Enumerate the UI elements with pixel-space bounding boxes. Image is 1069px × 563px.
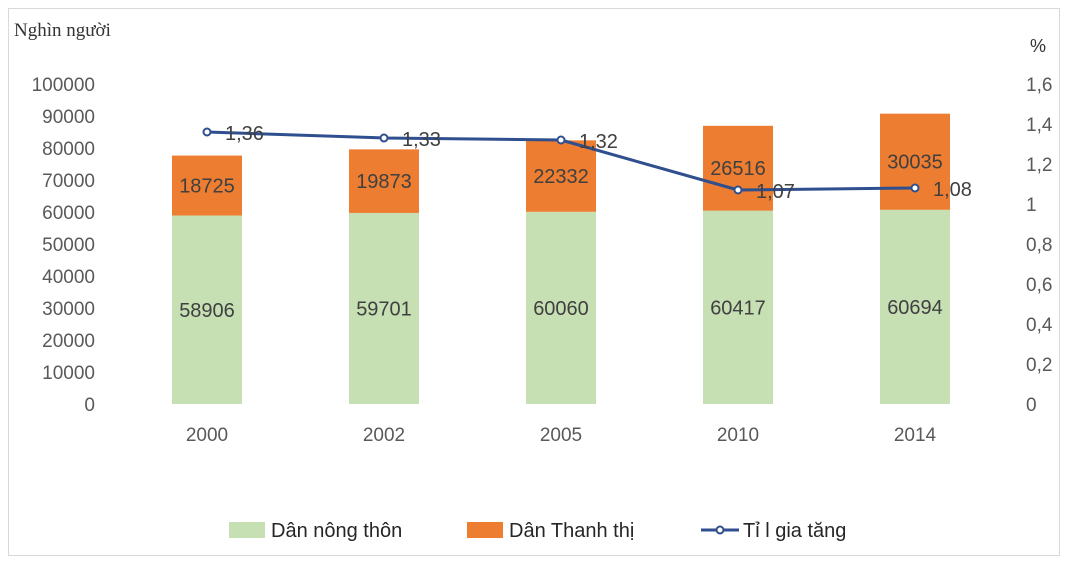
growth-rate-label: 1,36 [225, 123, 264, 145]
bar-label-rural: 60060 [533, 298, 589, 320]
bar-label-rural: 59701 [356, 298, 412, 320]
right-axis-unit-label: % [1030, 36, 1046, 56]
x-axis-tick-label: 2014 [894, 425, 937, 446]
bar-urban [349, 149, 419, 213]
left-axis-tick-label: 20000 [42, 331, 95, 352]
right-axis-tick-label: 0,4 [1026, 315, 1053, 336]
bar-urban [172, 155, 242, 216]
bar-rural [880, 209, 950, 404]
bar-rural [349, 212, 419, 404]
bar-urban [880, 113, 950, 210]
growth-rate-label: 1,08 [933, 179, 972, 201]
bar-label-rural: 60417 [710, 297, 766, 319]
bar-rural [172, 215, 242, 404]
legend-label: Dân nông thôn [271, 520, 402, 542]
x-axis-ticks: 2000 2002 2005 2010 2014 [186, 425, 937, 446]
growth-rate-point [733, 185, 743, 195]
right-axis-ticks: 0 0,2 0,4 0,6 0,8 1 1,2 1,4 1,6 [1026, 75, 1053, 416]
bar-label-urban: 22332 [533, 166, 589, 188]
left-axis-tick-label: 60000 [42, 203, 95, 224]
legend-line-marker [715, 525, 725, 535]
growth-rate-label: 1,32 [579, 131, 618, 153]
legend-label: Tỉ l gia tăng [743, 520, 846, 542]
left-axis-tick-label: 100000 [32, 75, 95, 96]
right-axis-tick-label: 0 [1026, 395, 1037, 416]
x-axis-tick-label: 2000 [186, 425, 228, 446]
left-axis-tick-label: 40000 [42, 267, 95, 288]
legend-label: Dân Thanh thị [509, 520, 634, 542]
growth-rate-label: 1,07 [756, 181, 795, 203]
left-axis-tick-label: 30000 [42, 299, 95, 320]
bar-labels: 58906 18725 59701 19873 60060 22332 60417 26516… [179, 152, 943, 322]
growth-rate-point [910, 183, 920, 193]
right-axis-tick-label: 0,2 [1026, 355, 1052, 376]
bar-rural [526, 211, 596, 404]
x-axis-tick-label: 2002 [363, 425, 405, 446]
growth-rate-point [202, 127, 212, 137]
left-axis-ticks: 0 10000 20000 30000 40000 50000 60000 70000 8000… [32, 75, 95, 416]
left-axis-tick-label: 80000 [42, 139, 95, 160]
bar-urban [526, 140, 596, 212]
x-axis-tick-label: 2005 [540, 425, 582, 446]
bar-label-urban: 26516 [710, 158, 766, 180]
bar-label-urban: 30035 [887, 152, 943, 174]
right-axis-tick-label: 1 [1026, 195, 1037, 216]
bar-rural [703, 210, 773, 404]
legend: Dân nông thôn Dân Thanh thị Tỉ l gia tăng [229, 520, 846, 542]
growth-rate-label: 1,33 [402, 129, 441, 151]
bar-label-rural: 58906 [179, 300, 235, 322]
right-axis-tick-label: 0,6 [1026, 275, 1052, 296]
bars [172, 113, 950, 404]
growth-rate-point [379, 133, 389, 143]
right-axis-tick-label: 1,6 [1026, 75, 1052, 96]
bar-label-rural: 60694 [887, 297, 943, 319]
left-axis-tick-label: 70000 [42, 171, 95, 192]
legend-swatch [467, 522, 503, 538]
left-axis-tick-label: 10000 [42, 363, 95, 384]
left-axis-tick-label: 90000 [42, 107, 95, 128]
growth-rate-point [556, 135, 566, 145]
left-axis-unit-label: Nghìn người [14, 20, 111, 41]
x-axis-tick-label: 2010 [717, 425, 759, 446]
bar-label-urban: 19873 [356, 171, 412, 193]
right-axis-tick-label: 1,2 [1026, 155, 1052, 176]
left-axis-tick-label: 50000 [42, 235, 95, 256]
growth-rate-line: 1,36 1,33 1,32 1,07 1,08 [202, 123, 972, 203]
right-axis-tick-label: 1,4 [1026, 115, 1053, 136]
right-axis-tick-label: 0,8 [1026, 235, 1052, 256]
bar-label-urban: 18725 [179, 176, 235, 198]
bar-urban [703, 125, 773, 211]
legend-swatch [229, 522, 265, 538]
left-axis-tick-label: 0 [84, 395, 95, 416]
